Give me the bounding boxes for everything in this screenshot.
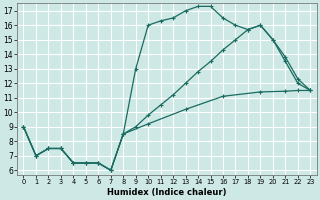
X-axis label: Humidex (Indice chaleur): Humidex (Indice chaleur) [107, 188, 227, 197]
